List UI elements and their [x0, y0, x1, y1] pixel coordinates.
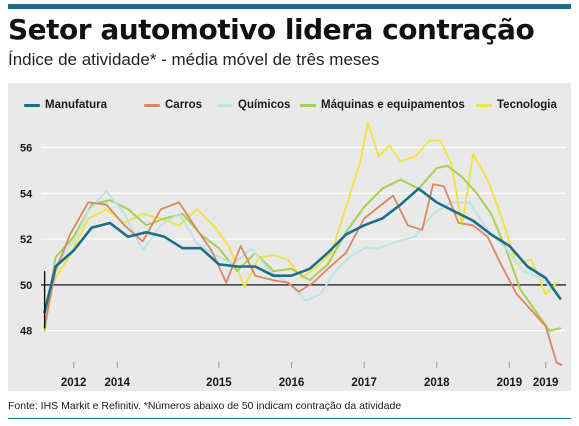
x-tick-label-6: 2019 [497, 377, 523, 389]
chart-title: Setor automotivo lidera contração [8, 13, 535, 46]
legend-label-carros: Carros [165, 99, 203, 111]
legend-swatch-maquinas [300, 103, 316, 107]
legend-swatch-manufatura [24, 103, 40, 107]
legend-item-manufatura: Manufatura [24, 99, 107, 111]
series-line-carros [43, 183, 563, 366]
legend-item-tecnologia: Tecnologia [476, 99, 557, 111]
legend-swatch-tecnologia [476, 103, 492, 107]
y-tick-label-52: 52 [20, 234, 32, 246]
x-tick-label-7: 2019 [533, 377, 559, 389]
legend-swatch-quimicos [217, 103, 233, 107]
x-tick-label-1: 2014 [104, 377, 130, 389]
legend-label-maquinas: Máquinas e equipamentos [321, 99, 465, 111]
series-line-manufatura [43, 187, 562, 314]
x-tick-label-3: 2016 [279, 377, 305, 389]
legend-item-quimicos: Químicos [217, 99, 290, 111]
series-line-qu-micos [43, 190, 558, 318]
x-tick-label-5: 2018 [424, 377, 450, 389]
source-footnote: Fonte: IHS Markit e Refinitiv. *Números … [8, 400, 402, 412]
chart-subtitle: Índice de atividade* - média móvel de tr… [8, 50, 380, 69]
y-tick-label-48: 48 [20, 326, 32, 338]
chart-panel [8, 83, 571, 391]
bottom-rule [8, 418, 571, 419]
y-tick-label-54: 54 [20, 188, 33, 200]
y-tick-label-56: 56 [20, 142, 32, 154]
legend-item-maquinas: Máquinas e equipamentos [300, 99, 465, 111]
y-tick-label-50: 50 [20, 280, 32, 292]
legend-label-tecnologia: Tecnologia [497, 99, 557, 111]
legend-swatch-carros [144, 103, 160, 107]
x-tick-label-4: 2017 [351, 377, 377, 389]
series-line-tecnologia [43, 121, 558, 305]
x-tick-label-2: 2015 [206, 377, 232, 389]
x-tick-label-0: 2012 [61, 377, 87, 389]
legend-label-quimicos: Químicos [238, 99, 291, 111]
series-line-m-quinas-e-equipamentos [43, 164, 562, 332]
legend-item-carros: Carros [144, 99, 202, 111]
legend-label-manufatura: Manufatura [45, 99, 107, 111]
top-accent-bar [8, 4, 571, 9]
